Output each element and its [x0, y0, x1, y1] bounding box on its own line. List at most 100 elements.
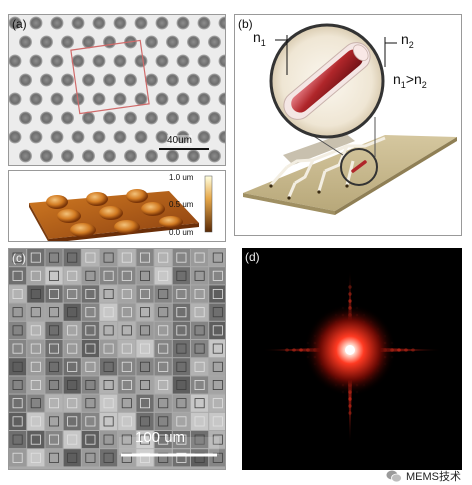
pixel-cell-inner [12, 398, 23, 409]
pixel-cell-inner [12, 343, 23, 354]
pixel-cell-inner [176, 452, 187, 463]
pixel-cell [136, 376, 154, 394]
microlens-dot [113, 54, 127, 68]
zoom-region-box [70, 39, 150, 115]
microlens-dot [19, 35, 32, 49]
microlens-dot [218, 92, 225, 106]
n2-leader [384, 42, 397, 67]
pixel-cell-inner [176, 361, 187, 372]
pixel-cell [191, 321, 209, 339]
pixel-cell [154, 321, 172, 339]
pixel-cell [27, 321, 45, 339]
pixel-cell [100, 321, 118, 339]
wechat-logo-icon [386, 470, 402, 482]
pixel-cell [27, 412, 45, 430]
panel-b-label: (b) [238, 17, 253, 31]
microlens-dot [61, 111, 74, 125]
pixel-cell [27, 358, 45, 376]
pixel-cell [81, 376, 99, 394]
pixel-cell-inner [12, 252, 23, 263]
microlens-dot [29, 54, 43, 68]
pixel-cell-inner [139, 252, 150, 263]
pixel-cell-inner [12, 289, 23, 300]
pixel-cell-inner [103, 416, 114, 427]
microlens-dot [50, 92, 64, 106]
pixel-cell [118, 285, 136, 303]
pixel-cell-inner [85, 343, 96, 354]
microlens-dot [176, 92, 190, 106]
pixel-cell-inner [49, 343, 60, 354]
pixel-cell [209, 267, 225, 285]
pixel-cell-inner [30, 398, 41, 409]
diffraction-spot [348, 285, 352, 289]
pixel-cell-inner [103, 434, 114, 445]
pixel-cell-inner [103, 379, 114, 390]
pixel-cell-inner [194, 252, 205, 263]
pixel-cell [27, 394, 45, 412]
pixel-cell [172, 285, 190, 303]
afm-3d-plot [29, 175, 213, 241]
pixel-cell-inner [85, 361, 96, 372]
panel-b-schematic: (b) n1 n2 n1>n2 [234, 14, 462, 236]
pixel-cell [118, 249, 136, 267]
microlens-dot [155, 92, 169, 106]
pixel-cell-inner [85, 398, 96, 409]
pixel-cell-inner [176, 270, 187, 281]
microlens-dot [197, 130, 211, 144]
pixel-cell-inner [158, 325, 169, 336]
pixel-cell [209, 321, 225, 339]
microlens-dot [145, 73, 158, 87]
pixel-cell [154, 267, 172, 285]
pixel-cell-inner [67, 307, 78, 318]
pixel-cell-inner [158, 270, 169, 281]
pixel-cell-inner [139, 307, 150, 318]
pixel-cell [9, 376, 27, 394]
pixel-cell [81, 340, 99, 358]
pixel-cell-inner [158, 379, 169, 390]
pixel-cell [63, 358, 81, 376]
diffraction-spot [348, 404, 352, 408]
pixel-cell [27, 449, 45, 467]
pixel-cell-inner [103, 270, 114, 281]
diffraction-spot [348, 397, 352, 401]
microlens-dot [9, 130, 22, 144]
pixel-cell [136, 340, 154, 358]
panel-a-micrograph: (a) 40um [8, 14, 226, 166]
pixel-cell [172, 249, 190, 267]
pixel-cell [63, 340, 81, 358]
pixel-cell [45, 358, 63, 376]
pixel-cell-inner [49, 434, 60, 445]
microlens-dot [40, 149, 53, 163]
pixel-cell [100, 267, 118, 285]
pixel-cell-inner [85, 270, 96, 281]
pixel-cell-inner [139, 361, 150, 372]
pixel-cell [9, 303, 27, 321]
microlens-dot [166, 149, 179, 163]
pixel-cell-inner [139, 270, 150, 281]
pixel-cell-inner [30, 416, 41, 427]
pixel-cell [45, 249, 63, 267]
pixel-cell-inner [212, 416, 223, 427]
microlens-dot [145, 149, 158, 163]
pixel-cell-inner [121, 416, 132, 427]
microlens-dot [29, 16, 43, 30]
pixel-cell-inner [194, 307, 205, 318]
pixel-cell [209, 249, 225, 267]
pixel-cell [45, 285, 63, 303]
pixel-cell [45, 321, 63, 339]
pixel-cell [45, 267, 63, 285]
pixel-cell-inner [121, 325, 132, 336]
pixel-cell-inner [103, 452, 114, 463]
pixel-cell [172, 267, 190, 285]
microlens-dot [29, 130, 43, 144]
pixel-cell [136, 394, 154, 412]
waveguide-ends [269, 184, 349, 200]
pixel-cell [63, 376, 81, 394]
microlens-dot [197, 92, 211, 106]
microlens-dot [29, 92, 43, 106]
microlens-dot [61, 149, 74, 163]
pixel-cell-inner [49, 361, 60, 372]
pixel-cell-inner [194, 289, 205, 300]
pixel-cell [209, 285, 225, 303]
microlens-dot [82, 111, 95, 125]
